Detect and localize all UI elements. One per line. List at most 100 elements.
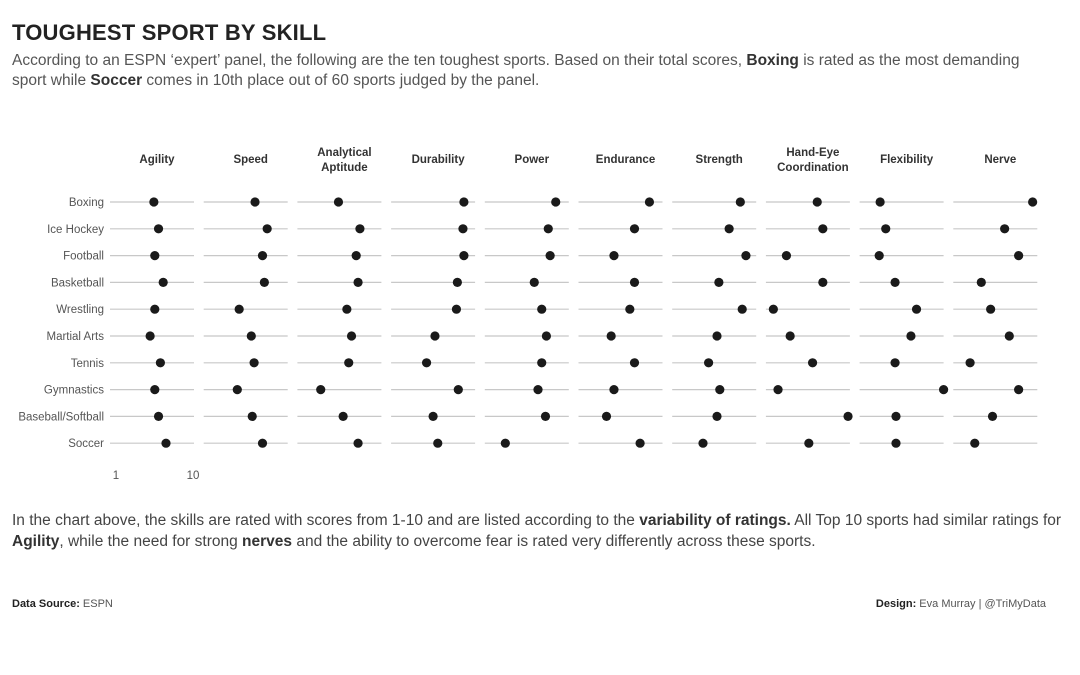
data-point — [433, 438, 443, 448]
data-point — [875, 197, 885, 207]
data-point — [714, 277, 724, 287]
data-point — [986, 304, 996, 314]
sport-label-martial-arts: Martial Arts — [46, 331, 104, 343]
data-point — [158, 277, 168, 287]
data-point — [1014, 385, 1024, 395]
data-point — [541, 331, 552, 341]
subtitle-text-1: According to an ESPN ‘expert’ panel, the… — [12, 52, 747, 69]
data-point — [735, 197, 745, 207]
data-point — [333, 197, 344, 207]
sport-label-boxing: Boxing — [69, 197, 104, 209]
skill-header-power: Power — [515, 154, 550, 166]
data-point — [965, 358, 975, 368]
data-point — [891, 438, 901, 448]
data-point — [150, 251, 160, 261]
skill-header-line: Power — [515, 154, 550, 166]
data-point — [704, 358, 714, 368]
data-point — [338, 411, 348, 421]
data-point — [609, 251, 619, 261]
data-point — [459, 251, 469, 261]
data-point — [257, 438, 268, 448]
sport-label-basketball: Basketball — [51, 277, 104, 289]
data-point — [232, 385, 242, 395]
data-point — [890, 358, 900, 368]
data-source: Data Source: ESPN — [12, 598, 113, 610]
data-point — [543, 224, 553, 234]
skill-header-line: Coordination — [777, 162, 849, 174]
data-point — [150, 304, 160, 314]
data-point — [906, 331, 916, 341]
sport-label-tennis: Tennis — [71, 358, 104, 370]
data-point — [970, 438, 980, 448]
data-point — [145, 331, 155, 341]
data-point — [1014, 251, 1024, 261]
data-point — [773, 385, 783, 395]
data-point — [625, 304, 635, 314]
skill-header-flexibility: Flexibility — [880, 154, 934, 166]
note-text-1: In the chart above, the skills are rated… — [12, 512, 640, 529]
data-point — [249, 358, 259, 368]
data-point — [458, 224, 468, 234]
data-point — [807, 358, 818, 368]
design-value: Eva Murray | @TriMyData — [916, 598, 1046, 610]
subtitle-text-2: is rated as the most demanding sport whi… — [12, 52, 1020, 89]
data-point — [1004, 331, 1014, 341]
data-point — [537, 358, 547, 368]
data-point — [818, 277, 828, 287]
data-point — [155, 358, 165, 368]
data-point — [257, 251, 268, 261]
data-point — [234, 304, 244, 314]
data-point — [421, 358, 432, 368]
sport-label-gymnastics: Gymnastics — [44, 385, 104, 397]
data-point — [351, 251, 361, 261]
chart-note: In the chart above, the skills are rated… — [12, 510, 1062, 552]
data-point — [161, 438, 171, 448]
data-point — [609, 385, 619, 395]
data-point — [890, 277, 900, 287]
data-point — [428, 411, 438, 421]
data-point — [606, 331, 616, 341]
sport-label-wrestling: Wrestling — [56, 304, 104, 316]
data-point — [246, 331, 256, 341]
data-point — [881, 224, 891, 234]
data-point — [818, 224, 828, 234]
sport-label-football: Football — [63, 251, 104, 263]
skill-header-speed: Speed — [233, 154, 268, 166]
data-point — [629, 277, 640, 287]
data-point — [346, 331, 357, 341]
subtitle: According to an ESPN ‘expert’ panel, the… — [12, 51, 1052, 91]
sport-label-baseball-softball: Baseball/Softball — [18, 411, 104, 423]
note-text-2: All Top 10 sports had similar ratings fo… — [790, 512, 1062, 529]
data-point — [262, 224, 272, 234]
data-point — [430, 331, 440, 341]
note-text-4: and the ability to overcome fear is rate… — [292, 533, 816, 550]
data-point — [911, 304, 922, 314]
data-point — [939, 385, 949, 395]
data-point — [768, 304, 778, 314]
data-point — [712, 411, 722, 421]
data-point — [724, 224, 734, 234]
data-point — [737, 304, 747, 314]
data-point — [843, 411, 853, 421]
data-point — [1000, 224, 1010, 234]
skill-header-line: Endurance — [596, 154, 655, 166]
data-point — [635, 438, 645, 448]
data-point — [153, 224, 164, 234]
data-point — [451, 304, 462, 314]
skill-header-agility: Agility — [139, 154, 175, 166]
data-point — [452, 277, 462, 287]
subtitle-bold-boxing: Boxing — [746, 52, 799, 69]
data-point — [891, 411, 901, 421]
note-bold-nerves: nerves — [242, 533, 293, 550]
data-point — [342, 304, 352, 314]
skill-header-strength: Strength — [696, 154, 743, 166]
data-point — [644, 197, 655, 207]
data-point — [712, 331, 722, 341]
data-point — [545, 251, 555, 261]
skill-header-line: Hand-Eye — [786, 147, 839, 159]
skill-header-line: Flexibility — [880, 154, 934, 166]
note-bold-agility: Agility — [12, 533, 60, 550]
sport-label-soccer: Soccer — [68, 438, 104, 450]
data-point — [629, 224, 640, 234]
data-point — [715, 385, 725, 395]
